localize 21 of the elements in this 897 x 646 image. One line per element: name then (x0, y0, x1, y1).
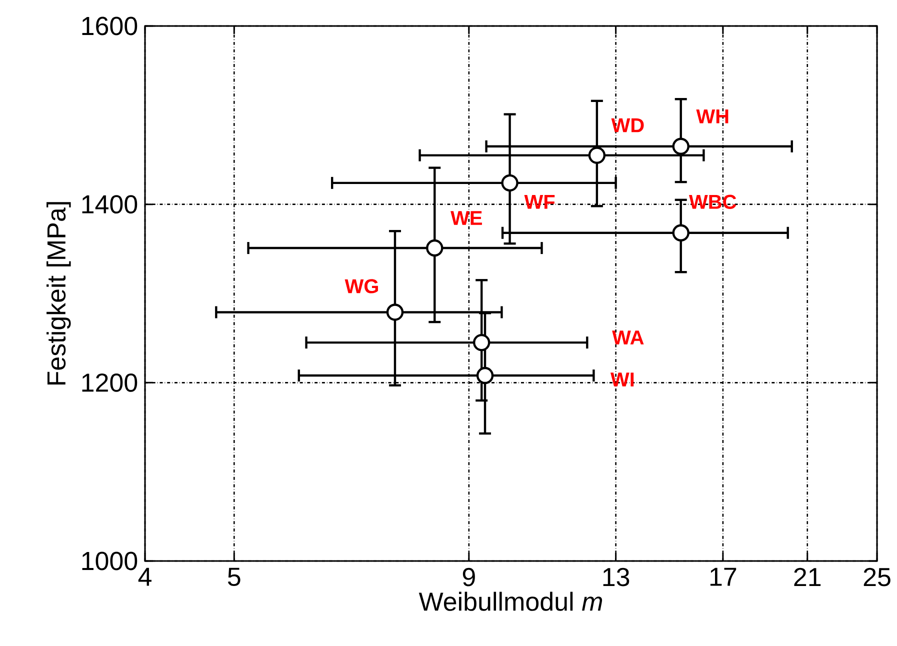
x-tick-label: 9 (462, 568, 475, 586)
annotation: WG (344, 279, 378, 294)
y-tick-label: 1200 (82, 373, 138, 392)
annotation: WI (610, 372, 634, 386)
x-axis-title: Weibullmodul m (418, 592, 602, 611)
y-tick-label: 1600 (82, 16, 138, 36)
annotation: WE (450, 211, 482, 225)
y-tick-label: 1000 (82, 552, 138, 570)
y-axis-title: Festigkeit [MPa] (46, 202, 71, 385)
x-tick-label: 13 (603, 568, 630, 586)
annotation: WBC (689, 194, 736, 209)
annotation: WF (524, 195, 555, 209)
x-tick-label: 5 (228, 568, 240, 586)
x-tick-label: 4 (138, 568, 152, 586)
x-tick-label: 25 (864, 568, 890, 586)
x-tick-label: 17 (710, 568, 736, 586)
annotation: WD (611, 118, 644, 132)
y-tick-label: 1400 (82, 195, 138, 214)
annotation: WH (696, 109, 728, 124)
x-tick-label: 21 (794, 568, 821, 586)
annotation: WA (612, 330, 644, 344)
